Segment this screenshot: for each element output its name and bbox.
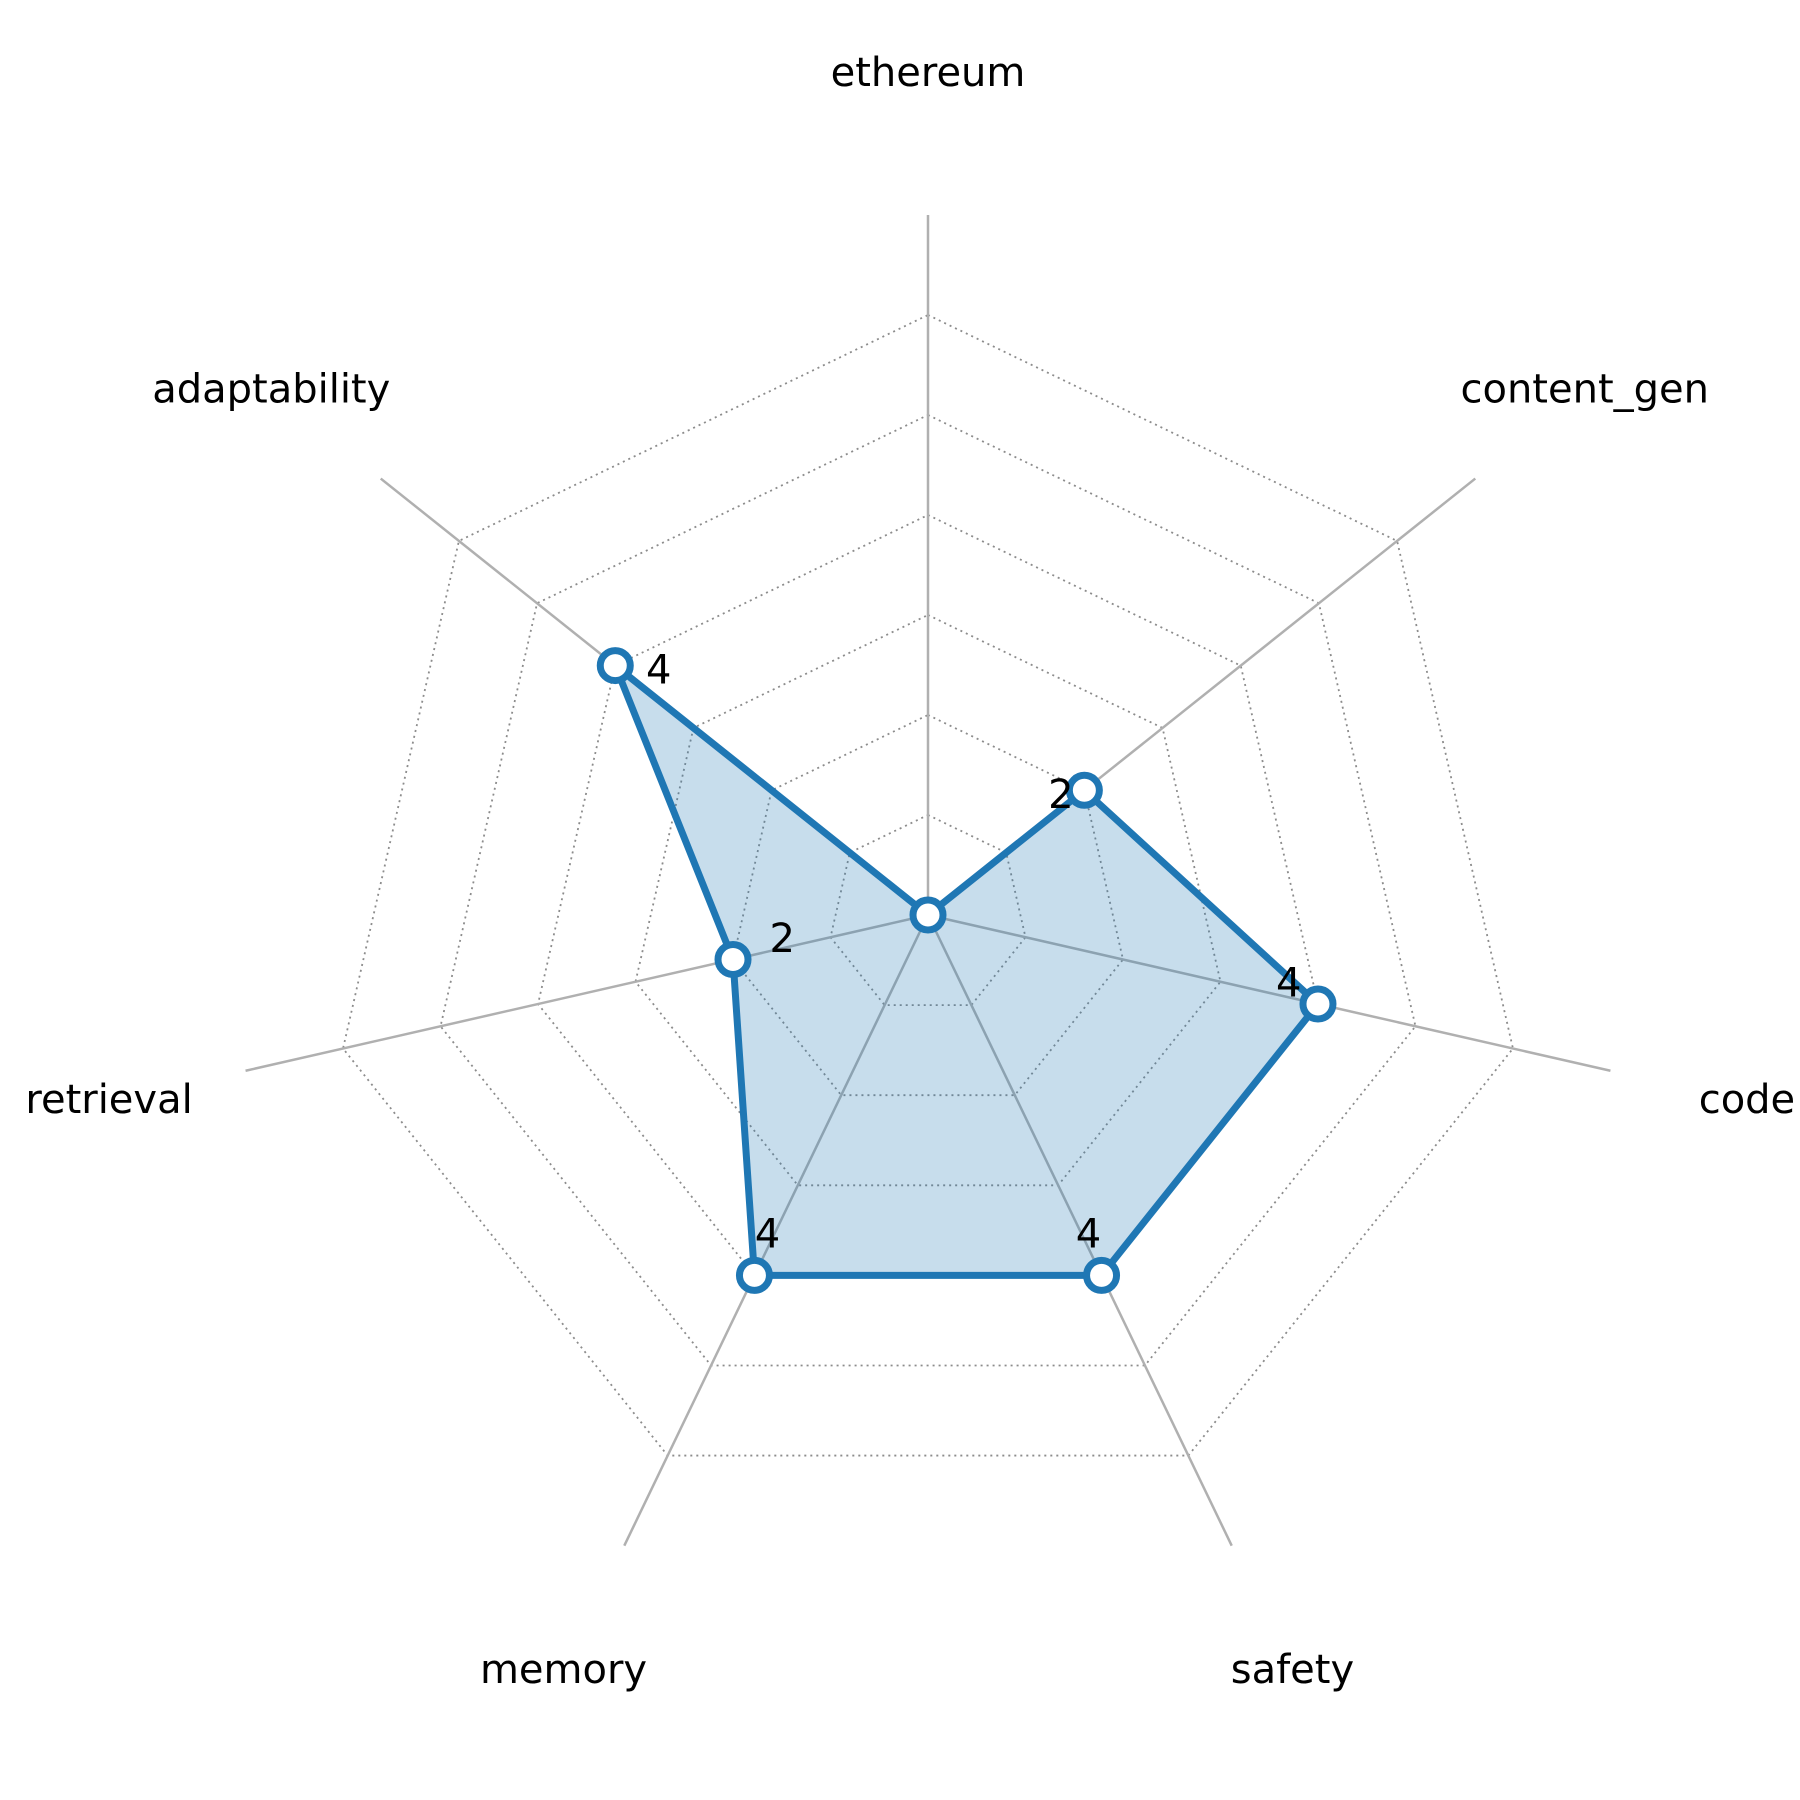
grid-ring-3 (634, 614, 1222, 1187)
value-label-code: 4 (1276, 960, 1301, 1006)
value-label-safety: 4 (1076, 1211, 1101, 1257)
point-ethereum (909, 896, 947, 934)
grid-ring-5 (439, 414, 1417, 1367)
spoke-code (927, 913, 1611, 1072)
axis-label-content_gen: content_gen (1460, 366, 1709, 412)
axis-label-retrieval: retrieval (25, 1077, 192, 1123)
grid-rings (342, 314, 1514, 1457)
value-label-content_gen: 2 (1048, 772, 1073, 818)
axis-spokes (245, 215, 1611, 1547)
axis-label-code: code (1699, 1077, 1795, 1123)
point-content_gen (1065, 771, 1103, 809)
value-label-retrieval: 2 (770, 916, 795, 962)
axis-label-adaptability: adaptability (152, 366, 390, 412)
spoke-safety (926, 914, 1233, 1547)
point-code (1299, 985, 1337, 1023)
spoke-retrieval (245, 913, 929, 1072)
point-safety (1083, 1256, 1121, 1294)
spoke-memory (623, 914, 930, 1547)
value-label-memory: 4 (755, 1211, 780, 1257)
point-adaptability (596, 647, 634, 685)
grid-ring-6 (342, 314, 1514, 1457)
series-line (611, 662, 1322, 1279)
series-area (615, 665, 1318, 1276)
series-layer: 2 4 4 4 2 4 (596, 647, 1337, 1294)
point-memory (735, 1256, 773, 1294)
point-retrieval (714, 941, 752, 979)
axis-label-memory: memory (480, 1647, 647, 1693)
grid-ring-2 (732, 714, 1124, 1097)
value-label-adaptability: 4 (646, 647, 671, 693)
axis-label-ethereum: ethereum (831, 50, 1026, 96)
axis-label-safety: safety (1231, 1647, 1354, 1693)
